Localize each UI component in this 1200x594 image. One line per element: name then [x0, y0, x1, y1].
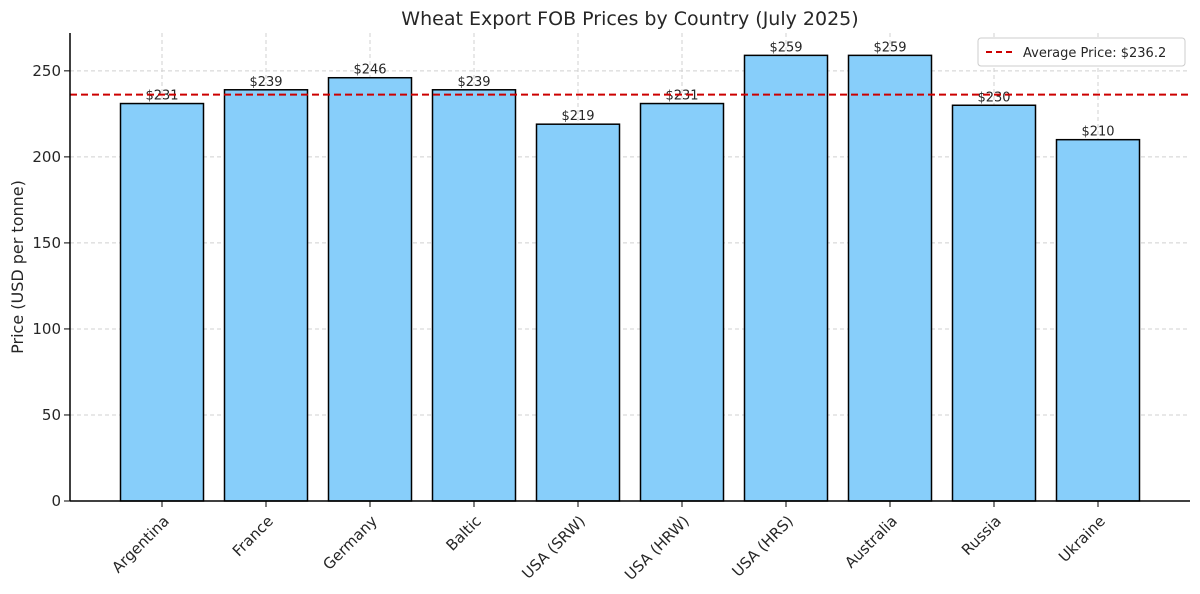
y-tick-label: 0: [51, 492, 61, 510]
bar: [431, 89, 517, 502]
bar-value-label: $239: [249, 75, 282, 90]
bar-value-label: $246: [353, 63, 386, 78]
legend-label: Average Price: $236.2: [1023, 46, 1166, 61]
x-tick-label: Russia: [958, 512, 1005, 559]
y-tick-label: 100: [32, 320, 61, 338]
y-tick-label: 250: [32, 62, 61, 80]
legend: Average Price: $236.2: [977, 37, 1186, 67]
chart-title: Wheat Export FOB Prices by Country (July…: [401, 8, 858, 30]
bar: [1055, 138, 1141, 502]
x-tick-label: Baltic: [442, 512, 484, 554]
bar-value-label: $259: [769, 40, 802, 55]
x-tick-label: Australia: [841, 512, 901, 572]
bar-value-label: $210: [1081, 125, 1114, 140]
y-tick-label: 200: [32, 148, 61, 166]
bars: [119, 54, 1141, 502]
legend-frame: [977, 37, 1186, 67]
x-tick-label: USA (SRW): [518, 512, 588, 582]
x-tick-label: USA (HRW): [621, 512, 693, 584]
y-axis-label: Price (USD per tonne): [8, 180, 27, 354]
bar: [639, 102, 725, 502]
x-tick-label: Ukraine: [1055, 512, 1109, 566]
bar: [535, 123, 621, 502]
bar: [119, 102, 205, 502]
x-tick-label: USA (HRS): [728, 512, 796, 580]
bar-value-label: $219: [561, 109, 594, 124]
bar: [223, 89, 309, 502]
x-tick-label: Argentina: [108, 512, 172, 576]
bar: [743, 54, 829, 502]
bar-value-label: $259: [873, 40, 906, 55]
bar: [327, 76, 413, 502]
bar: [847, 54, 933, 502]
bar-value-label: $239: [457, 75, 490, 90]
x-tick-label: France: [229, 512, 277, 560]
bar-value-label: $231: [665, 89, 698, 104]
bar: [951, 104, 1037, 502]
bar-value-label: $231: [145, 89, 178, 104]
x-tick-label: Germany: [319, 512, 381, 574]
bar-value-label: $230: [977, 90, 1010, 105]
data-labels: $231 $239 $246 $239 $219 $231 $259 $259 $230 $210: [145, 40, 1114, 139]
y-tick-label: 50: [42, 406, 61, 424]
y-tick-label: 150: [32, 234, 61, 252]
